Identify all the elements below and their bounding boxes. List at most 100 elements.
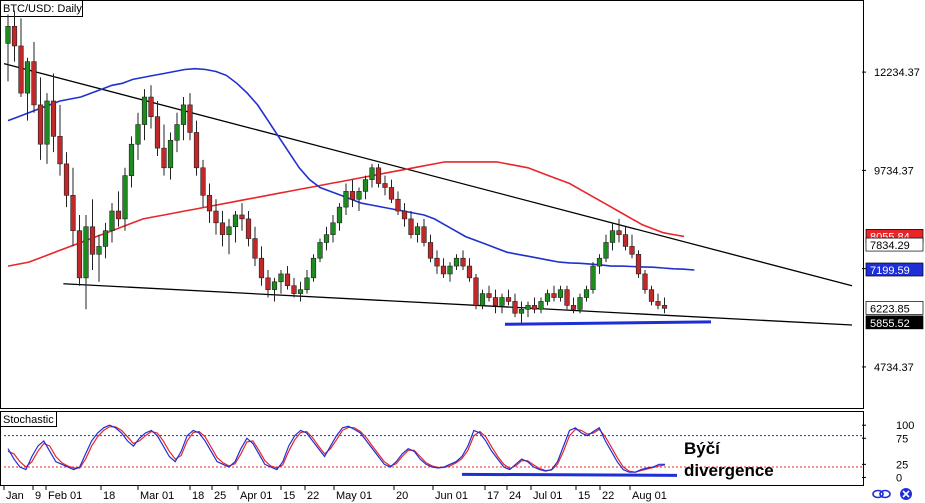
time-tick-label: Jan	[6, 490, 24, 502]
candle	[609, 222, 616, 251]
candle-body	[70, 195, 76, 231]
divergence-annotation-line1: Býčí	[684, 439, 721, 458]
candle	[11, 10, 18, 62]
candle-body	[486, 293, 492, 298]
candle-body	[63, 163, 70, 196]
candle-body	[382, 183, 388, 188]
candle	[343, 183, 349, 215]
candle-body	[453, 257, 460, 267]
stochastic-panel-frame	[0, 411, 864, 486]
candle-body	[557, 289, 564, 298]
candle	[661, 297, 668, 314]
candle-body	[102, 230, 109, 247]
candle-body	[44, 100, 50, 145]
candle	[44, 93, 50, 164]
candle-body	[544, 293, 551, 302]
price-tag-box	[865, 301, 924, 315]
candle	[70, 167, 76, 247]
price-tag-label: 7834.29	[870, 240, 910, 252]
candle-body	[128, 143, 135, 176]
close-icon[interactable]	[900, 488, 912, 500]
candle-body	[115, 210, 122, 220]
candle-body	[362, 179, 369, 192]
candle-body	[336, 206, 343, 224]
candle-body	[622, 234, 629, 247]
candle-body	[284, 273, 291, 287]
stochastic-k-line	[7, 424, 665, 473]
candle-body	[596, 257, 603, 267]
candle-body	[5, 25, 11, 44]
candle	[122, 167, 128, 231]
time-tick-label: 25	[214, 490, 226, 502]
candle-body	[57, 136, 63, 165]
candle-body	[11, 25, 18, 47]
candle	[616, 218, 622, 243]
candle	[551, 285, 557, 302]
price-tag: 5855.52	[865, 315, 924, 330]
price-tag-label: 6223.85	[870, 303, 910, 315]
price-tag: 7834.29	[865, 237, 924, 252]
candle-body	[583, 289, 590, 298]
stochastic-tick-label: 75	[896, 433, 908, 445]
time-tick-label: 15	[578, 490, 590, 502]
candle	[219, 211, 226, 247]
candle-body	[24, 61, 31, 94]
chart-title: BTC/USD: Daily	[3, 3, 82, 15]
time-tick-label: Jun 01	[435, 490, 468, 502]
candle	[492, 289, 499, 314]
time-tick-label: 17	[487, 490, 499, 502]
candle-body	[505, 297, 512, 302]
candle	[557, 285, 564, 302]
candle	[473, 273, 479, 310]
candle-body	[551, 293, 557, 298]
candle-body	[76, 230, 83, 279]
candle	[323, 226, 330, 251]
candle-body	[135, 124, 141, 145]
time-tick-label: Feb 01	[48, 490, 82, 502]
candle-body	[187, 104, 193, 133]
candle-body	[258, 257, 265, 279]
candle-body	[31, 61, 37, 106]
candle	[369, 163, 375, 188]
candle	[141, 89, 148, 141]
divergence-annotation-line2: divergence	[684, 461, 774, 480]
candle	[252, 226, 258, 267]
time-axis: Jan 9 Feb 01 18 Mar 01 18 25 Apr 01 15 22 May 01 20…	[3, 486, 667, 502]
candle	[245, 211, 252, 247]
price-tag: 7199.59	[865, 262, 924, 277]
candle-body	[180, 104, 187, 125]
candle	[622, 226, 629, 251]
candle	[596, 254, 603, 274]
candle-body	[648, 289, 655, 302]
price-tag-box	[865, 315, 924, 330]
candle-body	[369, 167, 375, 180]
candle	[434, 250, 440, 274]
candle	[505, 289, 512, 306]
candle-body	[518, 309, 525, 314]
support-line	[504, 320, 712, 326]
candle	[518, 301, 525, 326]
price-tag: 6223.85	[865, 301, 924, 315]
candle	[76, 214, 83, 286]
candle	[629, 234, 635, 259]
link-icon[interactable]	[872, 489, 891, 499]
candle	[284, 266, 291, 290]
candle-body	[271, 281, 278, 290]
candle	[187, 93, 193, 141]
candle	[648, 285, 655, 306]
candle-body	[609, 230, 616, 243]
candle	[538, 297, 544, 314]
candle	[89, 199, 96, 270]
candle-body	[414, 226, 421, 235]
time-tick-label: Apr 01	[240, 490, 272, 502]
candle-body	[343, 191, 349, 208]
candle-body	[83, 226, 89, 279]
candle-body	[479, 293, 486, 306]
candle	[18, 18, 24, 98]
candle	[206, 183, 213, 223]
candle-body	[590, 265, 596, 290]
price-tick-label: 4734.37	[874, 362, 914, 374]
stochastic-d-line	[7, 426, 666, 473]
time-tick-label: Jul 01	[533, 490, 562, 502]
